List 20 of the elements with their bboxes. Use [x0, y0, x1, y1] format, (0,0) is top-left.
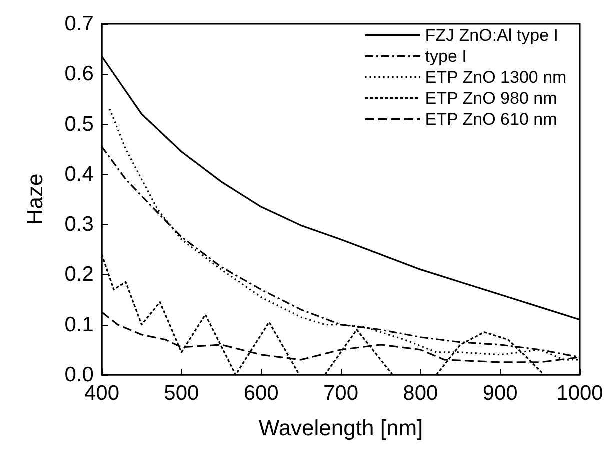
x-tick-label: 700 [323, 382, 359, 405]
y-axis-title: Haze [22, 174, 48, 226]
legend-label: ETP ZnO 980 nm [425, 89, 558, 108]
y-tick-label: 0.5 [64, 112, 94, 136]
y-tick-label: 0.4 [64, 162, 94, 186]
y-tick-label: 0.7 [64, 12, 94, 36]
y-tick-label: 0.2 [64, 263, 94, 286]
x-tick-label: 800 [403, 382, 438, 405]
x-axis-title: Wavelength [nm] [258, 416, 424, 440]
legend-label: ETP ZnO 1300 nm [425, 68, 567, 87]
legend-label: type I [425, 47, 467, 66]
x-tick-label: 1000 [556, 382, 604, 405]
y-tick-label: 0.3 [64, 213, 94, 236]
x-tick-label: 500 [164, 382, 200, 405]
y-tick-label: 0.6 [64, 62, 94, 86]
legend-label: FZJ ZnO:Al type I [425, 26, 558, 45]
y-tick-label: 0.1 [64, 313, 94, 336]
x-tick-label: 900 [482, 382, 518, 405]
legend-label: ETP ZnO 610 nm [425, 110, 558, 129]
x-tick-label: 600 [244, 382, 279, 405]
